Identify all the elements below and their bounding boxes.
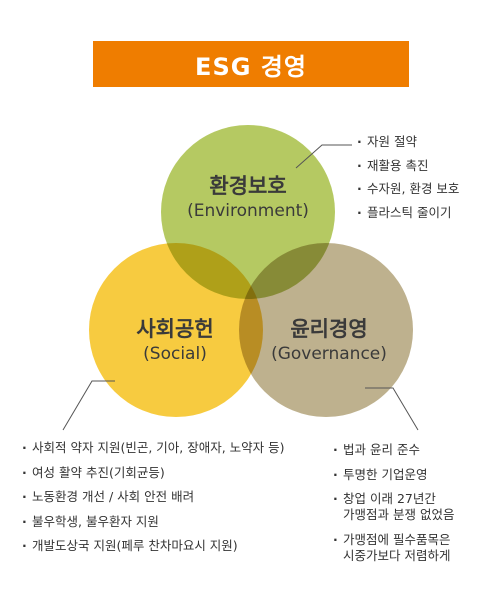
list-item: 여성 활약 추진(기회균등) bbox=[22, 461, 322, 486]
list-item: 사회적 약자 지원(빈곤, 기아, 장애자, 노약자 등) bbox=[22, 436, 322, 461]
social-name: 사회공헌 bbox=[136, 317, 214, 341]
list-item: 재활용 촉진 bbox=[357, 154, 497, 178]
list-item: 가맹점에 필수품목은 시중가보다 저렴하게 bbox=[333, 532, 495, 564]
list-item: 수자원, 환경 보호 bbox=[357, 177, 497, 201]
governance-name: 윤리경영 bbox=[290, 317, 368, 341]
governance-leader-line bbox=[365, 387, 419, 431]
governance-circle bbox=[239, 243, 413, 417]
list-item: 노동환경 개선 / 사회 안전 배려 bbox=[22, 485, 322, 510]
title-text: ESG 경영 bbox=[195, 52, 307, 81]
social-list: 사회적 약자 지원(빈곤, 기아, 장애자, 노약자 등) 여성 활약 추진(기… bbox=[22, 436, 322, 559]
list-item: 자원 절약 bbox=[357, 130, 497, 154]
environment-leader-line bbox=[295, 144, 352, 169]
list-item: 창업 이래 27년간 가맹점과 분쟁 없었음 bbox=[333, 491, 495, 523]
list-item: 플라스틱 줄이기 bbox=[357, 201, 497, 225]
social-english: (Social) bbox=[143, 344, 207, 364]
title-banner: ESG 경영 bbox=[93, 41, 409, 87]
environment-name: 환경보호 bbox=[209, 174, 287, 198]
environment-list: 자원 절약 재활용 촉진 수자원, 환경 보호 플라스틱 줄이기 bbox=[357, 130, 497, 224]
environment-label: 환경보호 (Environment) bbox=[168, 173, 328, 223]
governance-list: 법과 윤리 준수 투명한 기업운영 창업 이래 27년간 가맹점과 분쟁 없었음… bbox=[333, 442, 495, 572]
list-item: 법과 윤리 준수 bbox=[333, 442, 495, 458]
social-circle bbox=[89, 243, 263, 417]
governance-label: 윤리경영 (Governance) bbox=[255, 316, 403, 366]
list-item: 불우학생, 불우환자 지원 bbox=[22, 510, 322, 535]
list-item: 개발도상국 지원(페루 찬차마요시 지원) bbox=[22, 534, 322, 559]
social-leader-line bbox=[62, 380, 115, 431]
environment-english: (Environment) bbox=[187, 201, 309, 221]
social-label: 사회공헌 (Social) bbox=[100, 316, 250, 366]
list-item: 투명한 기업운영 bbox=[333, 467, 495, 483]
governance-english: (Governance) bbox=[271, 344, 387, 364]
